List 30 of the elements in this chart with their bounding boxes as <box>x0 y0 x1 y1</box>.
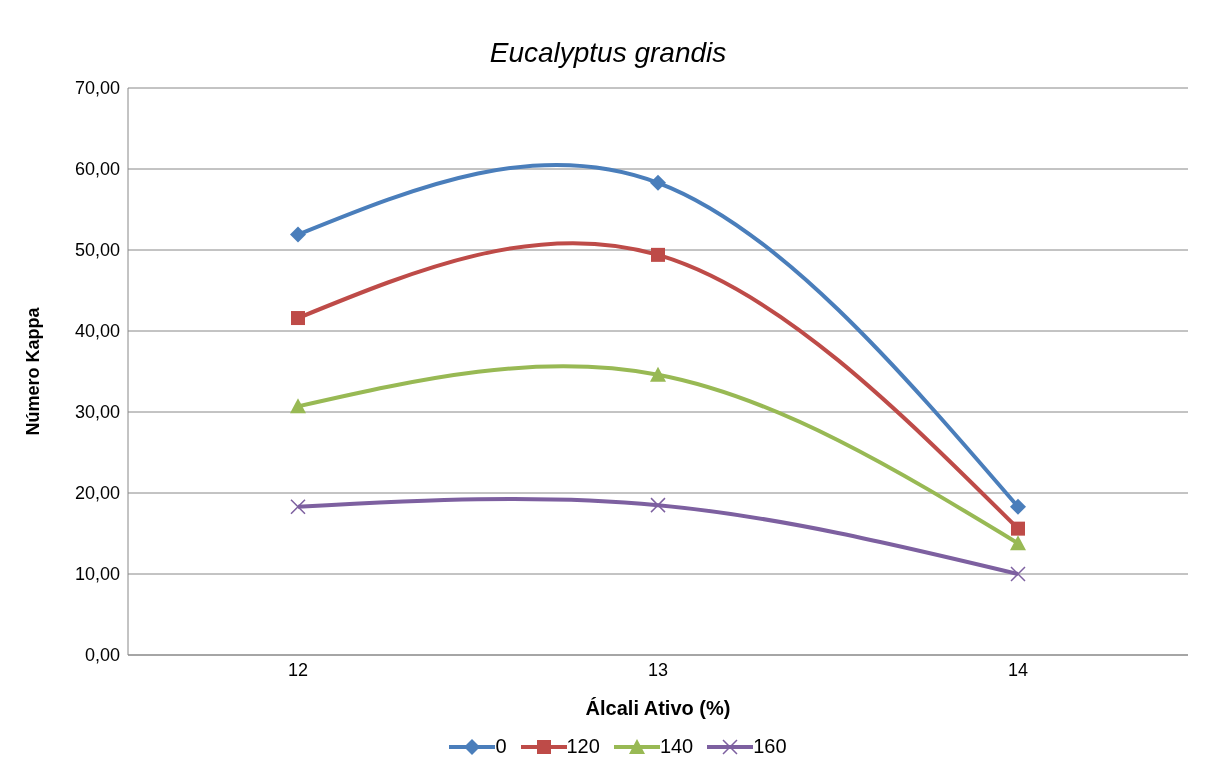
y-tick-label: 60,00 <box>74 159 120 180</box>
x-axis-title: Álcali Ativo (%) <box>585 697 731 719</box>
point <box>650 174 666 191</box>
point <box>650 497 666 513</box>
x-tick-label: 12 <box>287 659 309 680</box>
x-tick-label: 13 <box>647 659 669 680</box>
point <box>1010 535 1026 551</box>
y-tick-label: 20,00 <box>74 483 120 504</box>
point <box>650 366 666 382</box>
point <box>1011 521 1025 536</box>
chart-title: Eucalyptus grandis <box>488 36 728 70</box>
legend-label: 120 <box>566 735 600 758</box>
y-tick-label: 0,00 <box>84 645 120 666</box>
legend-label: 160 <box>753 735 787 758</box>
point <box>291 311 305 326</box>
y-tick-label: 30,00 <box>74 402 120 423</box>
y-tick-label: 50,00 <box>74 240 120 261</box>
y-axis-title: Número Kappa <box>23 306 44 436</box>
point <box>290 499 306 515</box>
point <box>290 226 306 243</box>
legend-label: 0 <box>495 735 507 758</box>
point <box>651 247 665 262</box>
x-tick-label: 14 <box>1007 659 1029 680</box>
y-tick-label: 10,00 <box>74 564 120 585</box>
y-tick-label: 70,00 <box>74 78 120 99</box>
legend-label: 140 <box>659 735 694 758</box>
point <box>290 398 306 414</box>
point <box>1010 566 1026 582</box>
y-tick-label: 40,00 <box>74 321 120 342</box>
point <box>1010 498 1026 515</box>
